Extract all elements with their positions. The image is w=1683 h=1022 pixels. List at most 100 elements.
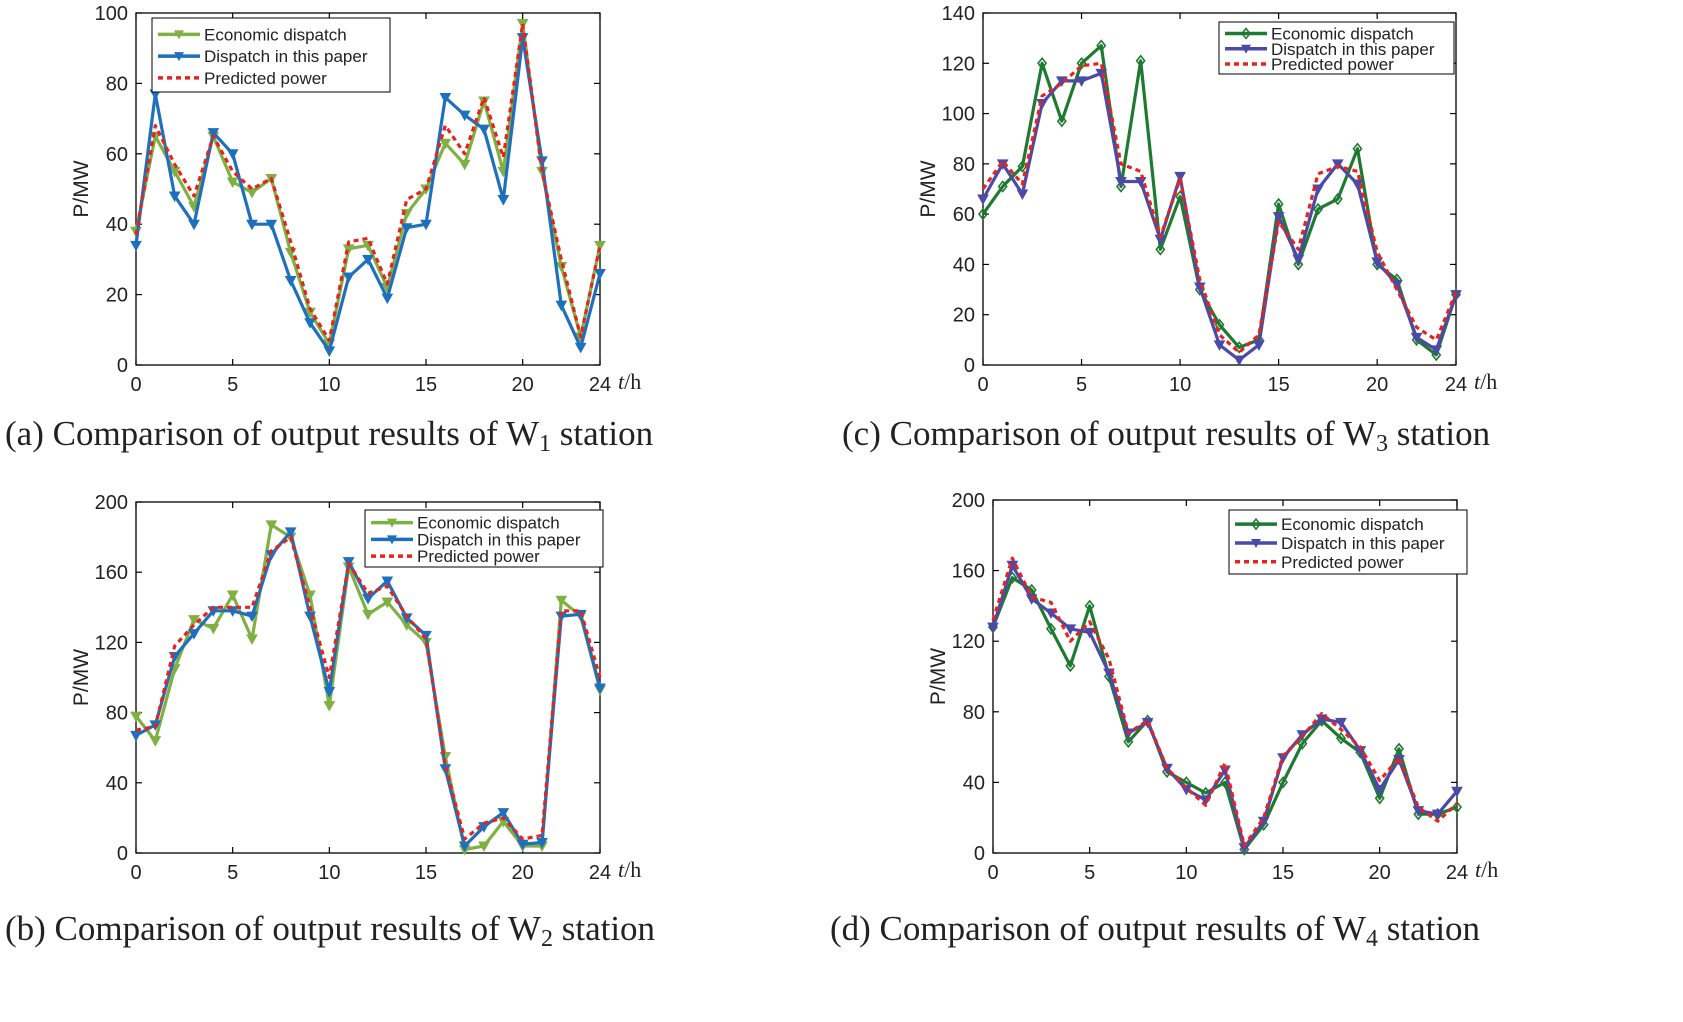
y-tick-label: 0: [974, 843, 985, 865]
legend-label-1: Dispatch in this paper: [1271, 40, 1435, 59]
data-point: [478, 124, 490, 136]
data-point: [594, 240, 606, 252]
data-point: [1084, 599, 1095, 613]
y-tick-label: 120: [95, 632, 128, 654]
data-point: [284, 527, 297, 538]
x-axis-label-unit: /h: [1481, 857, 1498, 882]
legend-label-1: Dispatch in this paper: [204, 47, 368, 66]
caption-subscript: 1: [539, 431, 551, 457]
x-tick-label: 10: [318, 374, 340, 396]
panel-caption: (b) Comparison of output results of W2 s…: [5, 909, 655, 952]
data-point: [1335, 731, 1347, 745]
y-axis-label: P/MW: [70, 649, 93, 706]
data-point: [1180, 784, 1193, 796]
data-point: [458, 159, 471, 171]
data-point: [458, 841, 471, 853]
x-axis-label-var: t: [1475, 857, 1482, 882]
data-point: [246, 634, 258, 645]
data-point: [987, 622, 999, 634]
legend-label-0: Economic dispatch: [1281, 515, 1424, 534]
data-point: [381, 597, 394, 609]
data-point: [1056, 114, 1067, 128]
y-tick-label: 40: [963, 772, 985, 794]
legend-marker: [174, 52, 184, 62]
data-point: [130, 240, 142, 252]
y-tick-label: 60: [953, 204, 975, 226]
data-point: [1352, 142, 1363, 156]
data-point: [1431, 348, 1442, 362]
legend-label-0: Economic dispatch: [204, 25, 347, 44]
data-point: [1273, 197, 1284, 211]
legend-marker: [174, 30, 184, 40]
data-point: [362, 254, 374, 266]
y-axis-label: P/MW: [70, 160, 93, 217]
data-point: [1123, 735, 1134, 749]
data-point: [1036, 99, 1048, 110]
data-point: [1045, 608, 1057, 619]
data-point: [1234, 341, 1245, 354]
y-tick-label: 80: [953, 154, 975, 176]
data-point: [497, 808, 510, 819]
data-point: [188, 629, 200, 640]
data-point: [478, 841, 490, 853]
data-point: [323, 346, 336, 357]
data-point: [1016, 189, 1029, 201]
x-tick-label: 24: [589, 374, 611, 396]
x-tick-label: 0: [130, 374, 141, 396]
data-point: [1134, 176, 1147, 188]
data-point: [1410, 332, 1423, 344]
data-point: [246, 611, 258, 623]
data-point: [1233, 355, 1246, 367]
panel-c-chart: 0 5 10 15 20 24 0 20 40 60 80 100 120 140 P/MW t/h Econo…: [842, 3, 1497, 457]
data-point: [226, 606, 239, 617]
data-point: [439, 92, 452, 104]
x-tick-label: 15: [415, 862, 437, 884]
data-point: [342, 272, 355, 284]
x-axis-label-var: t: [618, 369, 625, 394]
data-point: [323, 687, 336, 698]
y-tick-label: 40: [953, 254, 975, 276]
x-axis-label-var: t: [618, 857, 625, 882]
caption-prefix: (b) Comparison of output results of W: [5, 909, 541, 948]
data-point: [168, 191, 181, 203]
caption-suffix: station: [551, 414, 653, 453]
data-point: [1135, 54, 1146, 68]
data-point: [381, 576, 394, 588]
x-tick-label: 20: [512, 374, 534, 396]
data-point: [207, 623, 220, 635]
data-point: [1253, 340, 1265, 351]
y-tick-label: 0: [117, 843, 128, 865]
y-tick-label: 120: [942, 53, 975, 75]
legend-box: [364, 509, 604, 568]
data-point: [284, 276, 297, 287]
series-line-0: [134, 523, 602, 852]
data-point: [1115, 176, 1127, 188]
data-point: [458, 110, 471, 122]
legend-label-1: Dispatch in this paper: [417, 530, 581, 549]
data-point: [1313, 202, 1324, 216]
series-line-1: [135, 530, 602, 848]
data-point: [497, 195, 510, 206]
y-tick-label: 80: [106, 703, 128, 725]
legend-marker: [387, 535, 397, 545]
x-tick-label: 15: [415, 374, 437, 396]
data-point: [1214, 318, 1225, 332]
caption-prefix: (a) Comparison of output results of W: [5, 414, 539, 453]
x-tick-label: 0: [987, 862, 998, 884]
legend-label-0: Economic dispatch: [1271, 24, 1414, 43]
x-tick-label: 24: [589, 862, 611, 884]
data-point: [246, 219, 258, 231]
data-point: [1076, 57, 1087, 70]
x-tick-label: 5: [1084, 862, 1095, 884]
y-tick-label: 0: [964, 355, 975, 377]
data-point: [1064, 624, 1077, 635]
y-tick-label: 20: [953, 305, 975, 327]
y-tick-label: 80: [963, 702, 985, 724]
x-tick-label: 24: [1445, 374, 1467, 396]
data-point: [536, 837, 548, 849]
y-axis-label: P/MW: [927, 648, 950, 705]
